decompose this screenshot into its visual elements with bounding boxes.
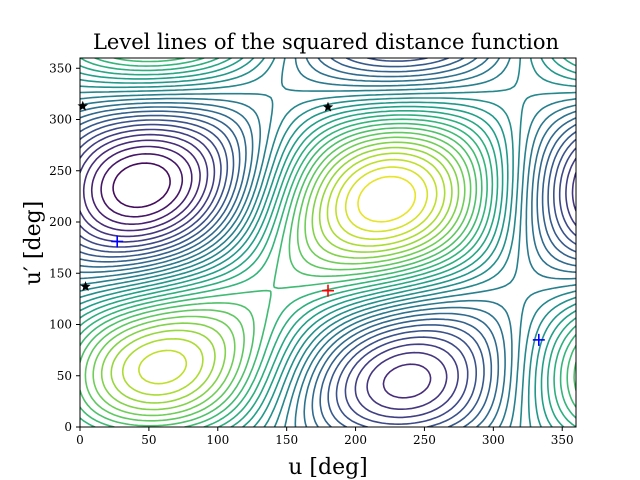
contour-level-line	[121, 152, 446, 396]
y-tick-label: 50	[57, 369, 72, 383]
contour-level-line	[80, 58, 576, 427]
contour-level-line	[80, 58, 576, 427]
y-tick-label: 200	[49, 215, 72, 229]
x-tick-label: 300	[482, 433, 505, 447]
contour-level-line	[112, 162, 171, 209]
contour-level-line	[90, 145, 193, 225]
contour-level-line	[110, 146, 453, 404]
contour-level-line	[100, 141, 460, 411]
x-tick-label: 0	[76, 433, 84, 447]
contour-level-line	[82, 139, 432, 399]
contour-level-line	[80, 58, 576, 427]
y-tick-label: 0	[64, 420, 72, 434]
x-axis: 0 50 100 150 200 250 300 350	[76, 427, 574, 447]
y-tick-label: 350	[49, 61, 72, 75]
star-marker	[322, 101, 334, 112]
x-tick-label: 50	[141, 433, 156, 447]
contour-level-line	[80, 128, 576, 419]
contour-level-line	[344, 166, 429, 233]
contour-level-line	[92, 136, 466, 417]
y-tick-label: 300	[49, 113, 72, 127]
contour-level-line	[80, 123, 576, 425]
plus-marker	[111, 235, 124, 248]
contour-level-line	[80, 127, 576, 427]
contour-level-line	[80, 58, 576, 427]
contour-level-line	[80, 58, 576, 427]
plus-marker	[532, 333, 545, 346]
contour-level-line	[80, 58, 576, 427]
x-tick-label: 250	[413, 433, 436, 447]
x-tick-label: 350	[551, 433, 574, 447]
plus-marker	[322, 284, 334, 297]
contour-level-line	[80, 58, 576, 427]
star-marker	[77, 100, 88, 111]
contour-level-line	[80, 133, 576, 410]
contour-level-line	[80, 58, 576, 427]
contour-level-line	[138, 158, 438, 385]
x-axis-label: u [deg]	[288, 455, 368, 480]
contour-level-line	[80, 58, 576, 427]
x-tick-label: 100	[206, 433, 229, 447]
marker-layer	[77, 100, 545, 346]
x-tick-label: 200	[344, 433, 367, 447]
contour-level-line	[80, 58, 576, 427]
y-axis-label: u′ [deg]	[21, 201, 46, 286]
plot-frame	[79, 57, 577, 428]
y-tick-label: 250	[49, 164, 72, 178]
contour-level-line	[80, 58, 576, 427]
chart-title: Level lines of the squared distance func…	[93, 30, 559, 54]
contour-level-line	[84, 131, 472, 422]
contour-level-line	[357, 175, 417, 223]
y-tick-label: 100	[49, 318, 72, 332]
x-tick-label: 150	[275, 433, 298, 447]
contour-level-line	[100, 153, 184, 218]
y-tick-label: 150	[49, 266, 72, 280]
contour-level-line	[80, 58, 576, 427]
y-axis: 0 50 100 150 200 250 300 350	[49, 61, 80, 434]
contour-lines	[80, 58, 576, 427]
star-marker	[80, 281, 91, 291]
